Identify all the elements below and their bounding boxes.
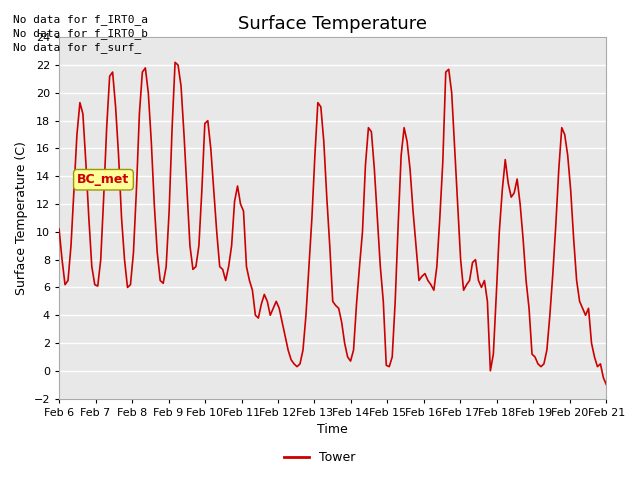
Text: No data for f_surf_: No data for f_surf_ — [13, 42, 141, 53]
Text: BC_met: BC_met — [77, 173, 129, 186]
Legend: Tower: Tower — [279, 446, 361, 469]
X-axis label: Time: Time — [317, 423, 348, 436]
Text: No data for f_IRT0_a: No data for f_IRT0_a — [13, 13, 148, 24]
Y-axis label: Surface Temperature (C): Surface Temperature (C) — [15, 141, 28, 295]
Text: No data for f_IRT0_b: No data for f_IRT0_b — [13, 28, 148, 39]
Title: Surface Temperature: Surface Temperature — [238, 15, 428, 33]
